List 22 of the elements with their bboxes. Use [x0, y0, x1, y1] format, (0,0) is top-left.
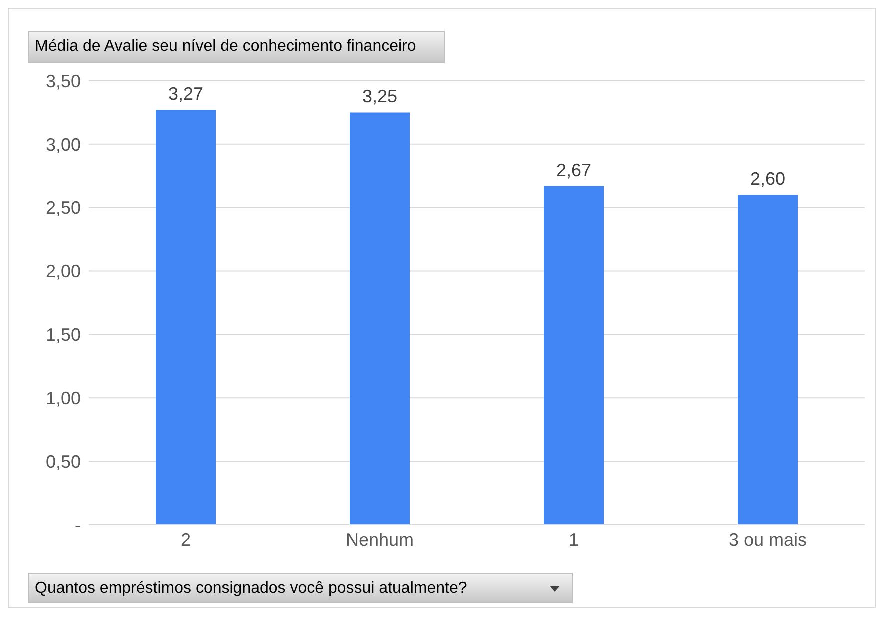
- y-tick-label: -: [75, 515, 81, 536]
- y-tick-label: 1,50: [46, 325, 81, 346]
- x-axis-title: Quantos empréstimos consignados você possui atualmente?: [28, 573, 573, 603]
- y-tick-label: 0,50: [46, 452, 81, 472]
- y-tick-label: 1,00: [46, 388, 81, 409]
- y-tick-label: 3,50: [46, 71, 81, 92]
- bar: [544, 186, 604, 525]
- x-tick-label: 1: [568, 530, 580, 550]
- x-tick-label: 3 ou mais: [728, 530, 808, 550]
- chart-title: Média de Avalie seu nível de conhecimento financeiro: [28, 31, 446, 63]
- bar: [350, 112, 410, 525]
- x-tick-label: Nenhum: [346, 530, 414, 550]
- y-tick-label: 3,00: [46, 134, 81, 155]
- data-label: 3,25: [362, 86, 398, 107]
- y-tick-label: 2,00: [46, 262, 81, 282]
- y-tick-label: 2,50: [46, 198, 81, 218]
- data-label: 2,60: [750, 169, 786, 190]
- data-label: 3,27: [168, 84, 204, 104]
- bar: [738, 195, 798, 525]
- bar: [156, 110, 216, 525]
- data-label: 2,67: [556, 160, 592, 180]
- x-tick-label: 2: [180, 530, 192, 550]
